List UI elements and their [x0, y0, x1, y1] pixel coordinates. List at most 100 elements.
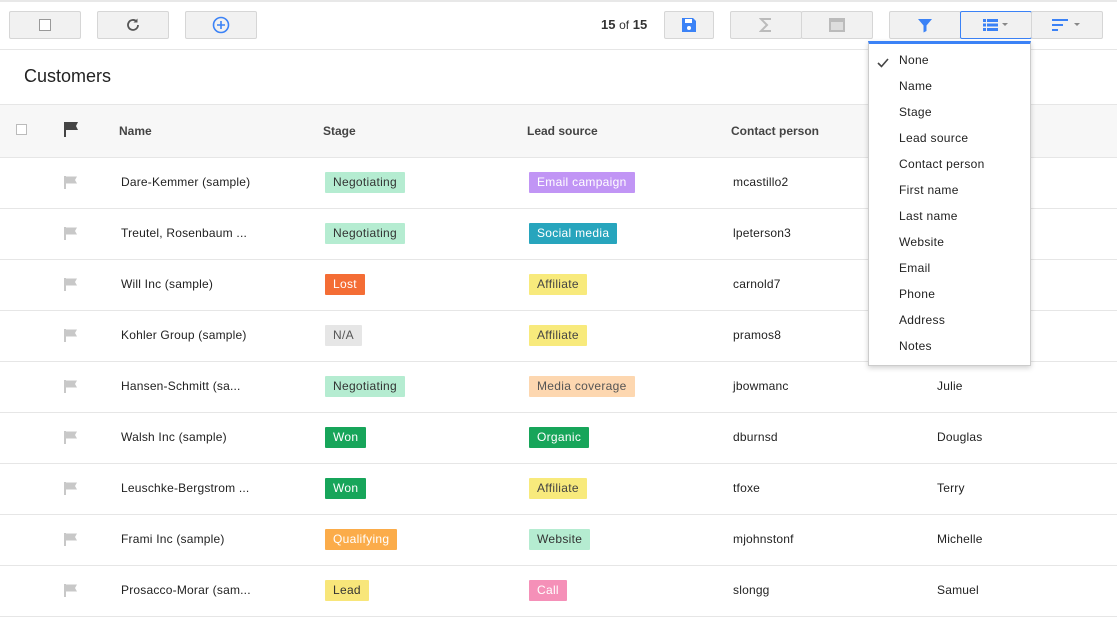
group-by-option[interactable]: Stage: [869, 99, 1030, 125]
group-by-option[interactable]: Name: [869, 73, 1030, 99]
flag-icon[interactable]: [64, 532, 79, 552]
group-by-option-label: Email: [899, 261, 931, 275]
filter-icon: [917, 17, 933, 33]
flag-icon[interactable]: [64, 277, 79, 297]
table-row[interactable]: Walsh Inc (sample) Won Organic dburnsd Dougl…: [0, 413, 1117, 464]
group-by-option[interactable]: Notes: [869, 333, 1030, 359]
panel-button[interactable]: [801, 11, 873, 39]
cell-name: Walsh Inc (sample): [121, 430, 227, 444]
sort-icon: [1052, 18, 1082, 32]
cell-first-name: Samuel: [937, 583, 979, 597]
group-by-option-label: Address: [899, 313, 946, 327]
group-by-option-label: Website: [899, 235, 945, 249]
cell-contact-person: dburnsd: [733, 430, 778, 444]
flag-icon[interactable]: [64, 175, 79, 195]
flag-icon[interactable]: [64, 379, 79, 399]
header-checkbox[interactable]: [16, 124, 27, 135]
table-row[interactable]: Kohler Group (sample) N/A Affiliate pramos8: [0, 311, 1117, 362]
table-row[interactable]: Will Inc (sample) Lost Affiliate carnold7: [0, 260, 1117, 311]
group-by-option[interactable]: Lead source: [869, 125, 1030, 151]
group-by-option-label: Notes: [899, 339, 932, 353]
stage-badge: Negotiating: [325, 376, 406, 397]
group-icon: [983, 18, 1009, 32]
cell-name: Hansen-Schmitt (sa...: [121, 379, 241, 393]
group-by-option[interactable]: None: [869, 47, 1030, 73]
column-header-stage[interactable]: Stage: [323, 124, 356, 138]
save-icon: [681, 17, 697, 33]
cell-first-name: Terry: [937, 481, 965, 495]
sort-button[interactable]: [1031, 11, 1103, 39]
cell-contact-person: lpeterson3: [733, 226, 792, 240]
stage-badge: Won: [325, 427, 367, 448]
cell-first-name: Douglas: [937, 430, 983, 444]
header-flag-icon[interactable]: [64, 121, 80, 143]
stage-badge: Negotiating: [325, 223, 406, 244]
top-border: [0, 0, 1117, 2]
panel-icon: [828, 17, 846, 33]
stage-badge: N/A: [325, 325, 362, 346]
table-row[interactable]: Prosacco-Morar (sam... Lead Call slongg Samu…: [0, 566, 1117, 617]
flag-icon[interactable]: [64, 583, 79, 603]
cell-contact-person: tfoxe: [733, 481, 761, 495]
cell-name: Prosacco-Morar (sam...: [121, 583, 251, 597]
toolbar-divider: [0, 49, 1117, 50]
flag-icon[interactable]: [64, 328, 79, 348]
group-by-option-label: None: [899, 53, 929, 67]
stage-badge: Lead: [325, 580, 369, 601]
group-by-option-label: Name: [899, 79, 933, 93]
group-by-option[interactable]: Address: [869, 307, 1030, 333]
page-title: Customers: [24, 66, 112, 86]
lead-source-badge: Social media: [529, 223, 618, 244]
add-icon: [212, 16, 230, 34]
group-by-option[interactable]: Last name: [869, 203, 1030, 229]
lead-source-badge: Call: [529, 580, 567, 601]
sum-button[interactable]: [730, 11, 802, 39]
lead-source-badge: Affiliate: [529, 478, 587, 499]
cell-contact-person: mjohnstonf: [733, 532, 794, 546]
record-position: 15: [601, 17, 616, 32]
flag-icon[interactable]: [64, 226, 79, 246]
lead-source-badge: Affiliate: [529, 325, 587, 346]
lead-source-badge: Organic: [529, 427, 590, 448]
save-button[interactable]: [664, 11, 714, 39]
column-header-contact-person[interactable]: Contact person: [731, 124, 820, 138]
add-button[interactable]: [185, 11, 257, 39]
refresh-button[interactable]: [97, 11, 169, 39]
table-row[interactable]: Frami Inc (sample) Qualifying Website mjohn…: [0, 515, 1117, 566]
table-row[interactable]: Treutel, Rosenbaum ... Negotiating Social …: [0, 209, 1117, 260]
cell-first-name: Julie: [937, 379, 963, 393]
group-by-option[interactable]: Email: [869, 255, 1030, 281]
stage-badge: Lost: [325, 274, 365, 295]
select-all-button[interactable]: [9, 11, 81, 39]
refresh-icon: [125, 17, 141, 33]
cell-contact-person: pramos8: [733, 328, 782, 342]
cell-contact-person: carnold7: [733, 277, 781, 291]
group-by-option-label: Lead source: [899, 131, 969, 145]
column-header-name[interactable]: Name: [119, 124, 152, 138]
select-all-icon: [39, 19, 51, 31]
table-row[interactable]: Dare-Kemmer (sample) Negotiating Email cam…: [0, 158, 1117, 209]
record-of: of: [619, 18, 630, 32]
stage-badge: Qualifying: [325, 529, 398, 550]
group-by-option[interactable]: Website: [869, 229, 1030, 255]
sum-icon: [759, 17, 773, 33]
table-row[interactable]: Leuschke-Bergstrom ... Won Affiliate tfoxe T…: [0, 464, 1117, 515]
group-by-option[interactable]: Contact person: [869, 151, 1030, 177]
filter-button[interactable]: [889, 11, 961, 39]
table-row[interactable]: Hansen-Schmitt (sa... Negotiating Media co…: [0, 362, 1117, 413]
group-button[interactable]: [960, 11, 1032, 39]
record-total: 15: [632, 17, 648, 32]
group-by-option[interactable]: Phone: [869, 281, 1030, 307]
stage-badge: Won: [325, 478, 367, 499]
cell-contact-person: jbowmanc: [733, 379, 789, 393]
group-by-dropdown: None Name Stage Lead source Contact person Fi…: [868, 41, 1031, 366]
group-by-option[interactable]: First name: [869, 177, 1030, 203]
lead-source-badge: Media coverage: [529, 376, 635, 397]
column-header-lead-source[interactable]: Lead source: [527, 124, 598, 138]
record-count: 15 of 15: [601, 17, 647, 32]
group-by-option-label: Contact person: [899, 157, 985, 171]
stage-badge: Negotiating: [325, 172, 406, 193]
cell-contact-person: slongg: [733, 583, 770, 597]
flag-icon[interactable]: [64, 430, 79, 450]
flag-icon[interactable]: [64, 481, 79, 501]
